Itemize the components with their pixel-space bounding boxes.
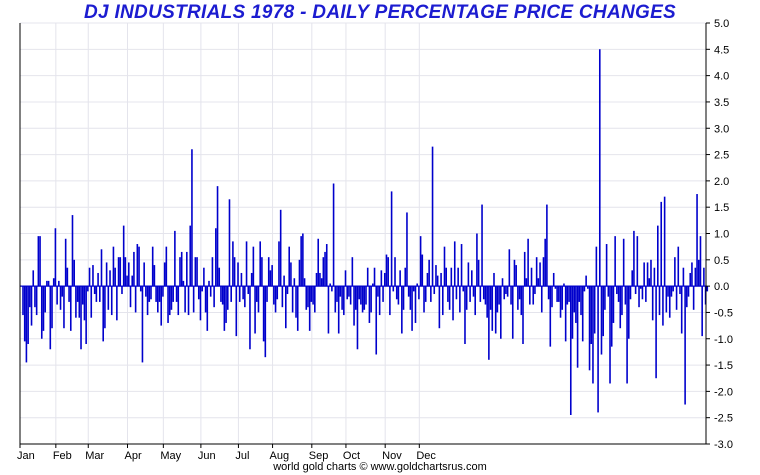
x-tick-label: May xyxy=(160,450,181,462)
x-tick-label: Feb xyxy=(53,450,72,462)
y-tick-label: 3.0 xyxy=(714,123,729,135)
x-tick-label: Jul xyxy=(235,450,249,462)
chart-footer: world gold charts © www.goldchartsrus.co… xyxy=(273,461,487,473)
y-tick-label: -1.5 xyxy=(714,360,733,372)
y-tick-label: 1.0 xyxy=(714,229,729,241)
y-tick-label: 0.5 xyxy=(714,255,729,267)
x-tick-label: Oct xyxy=(343,450,360,462)
bar-series xyxy=(22,49,709,416)
y-tick-label: 2.5 xyxy=(714,150,729,162)
y-tick-label: 4.0 xyxy=(714,71,729,83)
y-tick-label: 4.5 xyxy=(714,44,729,56)
y-tick-label: 0.0 xyxy=(714,281,729,293)
y-tick-label: -0.5 xyxy=(714,307,733,319)
x-tick-label: Apr xyxy=(125,450,142,462)
y-tick-label: 3.5 xyxy=(714,97,729,109)
chart-title: DJ INDUSTRIALS 1978 - DAILY PERCENTAGE P… xyxy=(83,2,677,23)
y-tick-label: 2.0 xyxy=(714,176,729,188)
y-tick-label: 5.0 xyxy=(714,18,729,30)
x-tick-label: Dec xyxy=(416,450,436,462)
x-tick-label: Sep xyxy=(309,450,329,462)
y-tick-label: -2.0 xyxy=(714,386,733,398)
x-axis-ticks: Jan Feb Mar Apr May Jun Jul Aug Sep Oct Nov Dec xyxy=(17,444,436,462)
x-tick-label: Aug xyxy=(270,450,290,462)
y-tick-label: 1.5 xyxy=(714,202,729,214)
y-tick-label: -3.0 xyxy=(714,439,733,451)
y-tick-label: -1.0 xyxy=(714,334,733,346)
x-tick-label: Mar xyxy=(85,450,104,462)
x-tick-label: Jan xyxy=(17,450,35,462)
y-tick-label: -2.5 xyxy=(714,413,733,425)
x-tick-label: Jun xyxy=(198,450,216,462)
y-axis-ticks: 5.0 4.5 4.0 3.5 3.0 2.5 2.0 1.5 1.0 0.5 0.0 -0.5 -1.… xyxy=(706,18,733,451)
x-tick-label: Nov xyxy=(382,450,402,462)
